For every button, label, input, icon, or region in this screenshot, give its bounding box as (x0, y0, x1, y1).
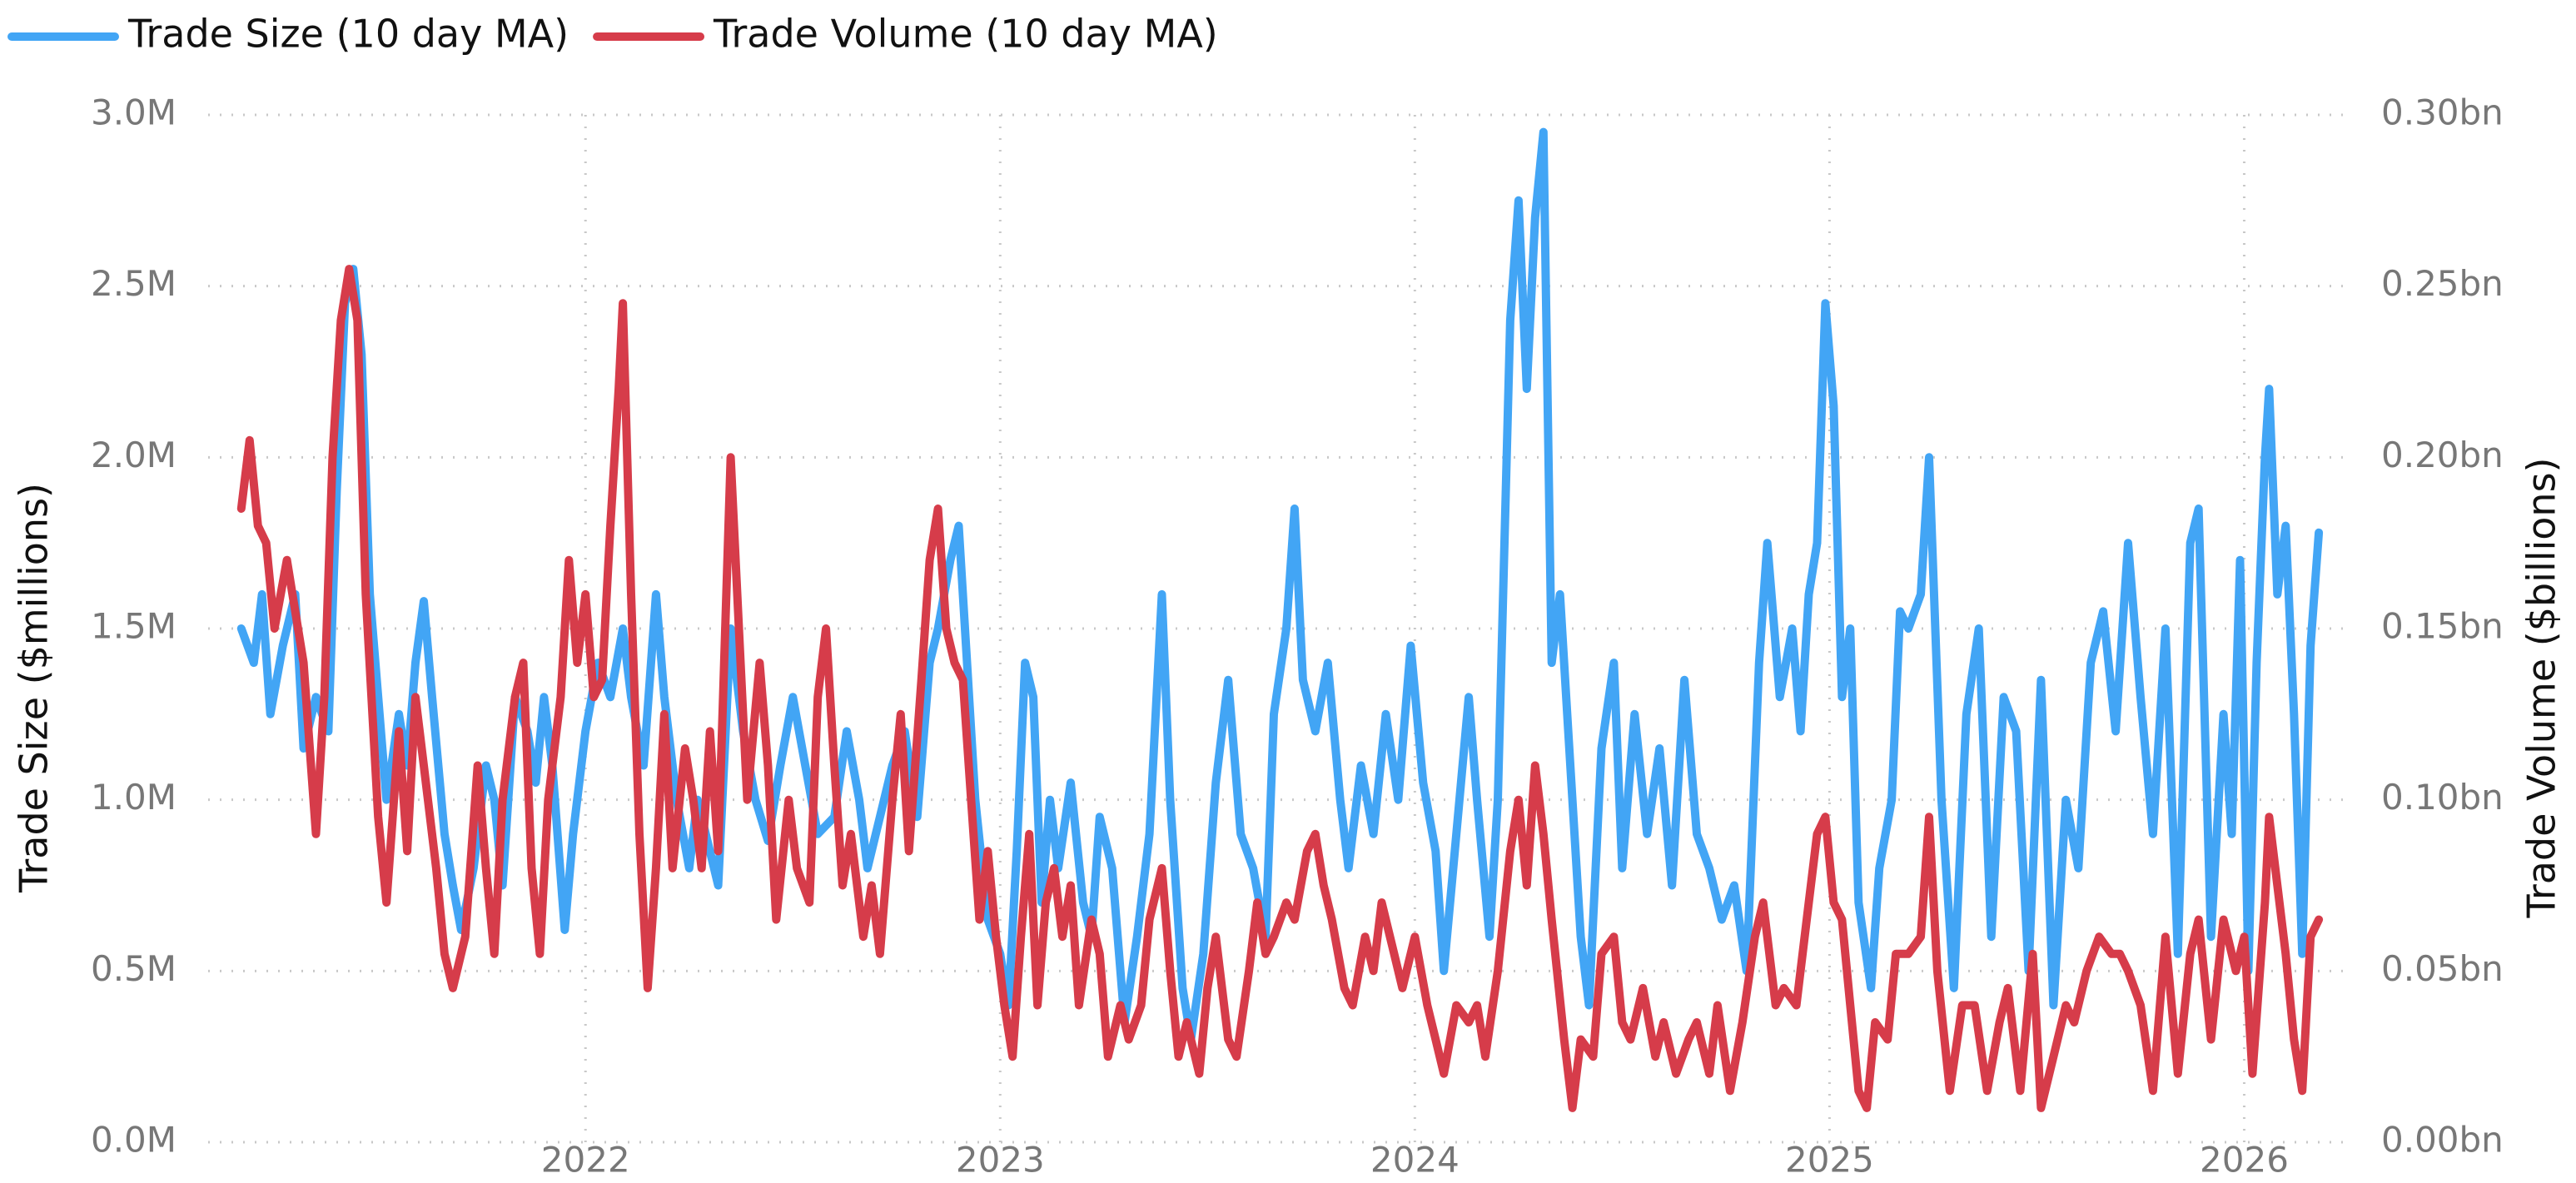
legend-label: Trade Volume (10 day MA) (713, 12, 1218, 57)
x-tick-label: 2023 (956, 1140, 1045, 1181)
y2-tick-label: 0.15bn (2381, 606, 2504, 647)
y-tick-label: 2.0M (91, 435, 177, 475)
y2-tick-label: 0.30bn (2381, 92, 2504, 133)
y-tick-label: 0.0M (91, 1120, 177, 1161)
y2-tick-label: 0.25bn (2381, 263, 2504, 304)
y-axis-title: Trade Size ($millions) (12, 483, 57, 893)
x-tick-label: 2022 (541, 1140, 630, 1181)
y-tick-label: 0.5M (91, 948, 177, 989)
legend-label: Trade Size (10 day MA) (127, 12, 569, 57)
y2-tick-label: 0.20bn (2381, 435, 2504, 475)
y2-tick-label: 0.05bn (2381, 948, 2504, 989)
x-tick-label: 2024 (1370, 1140, 1460, 1181)
series-line (236, 127, 2324, 1044)
y-tick-label: 2.5M (91, 263, 177, 304)
y2-axis-title: Trade Volume ($billions) (2519, 457, 2564, 918)
y-tick-label: 1.0M (91, 777, 177, 818)
series-line (236, 265, 2324, 1112)
y2-tick-label: 0.00bn (2381, 1120, 2504, 1161)
y-tick-label: 1.5M (91, 606, 177, 647)
y-tick-label: 3.0M (91, 92, 177, 133)
y2-tick-label: 0.10bn (2381, 777, 2504, 818)
x-tick-label: 2025 (1785, 1140, 1874, 1181)
x-tick-label: 2026 (2200, 1140, 2289, 1181)
